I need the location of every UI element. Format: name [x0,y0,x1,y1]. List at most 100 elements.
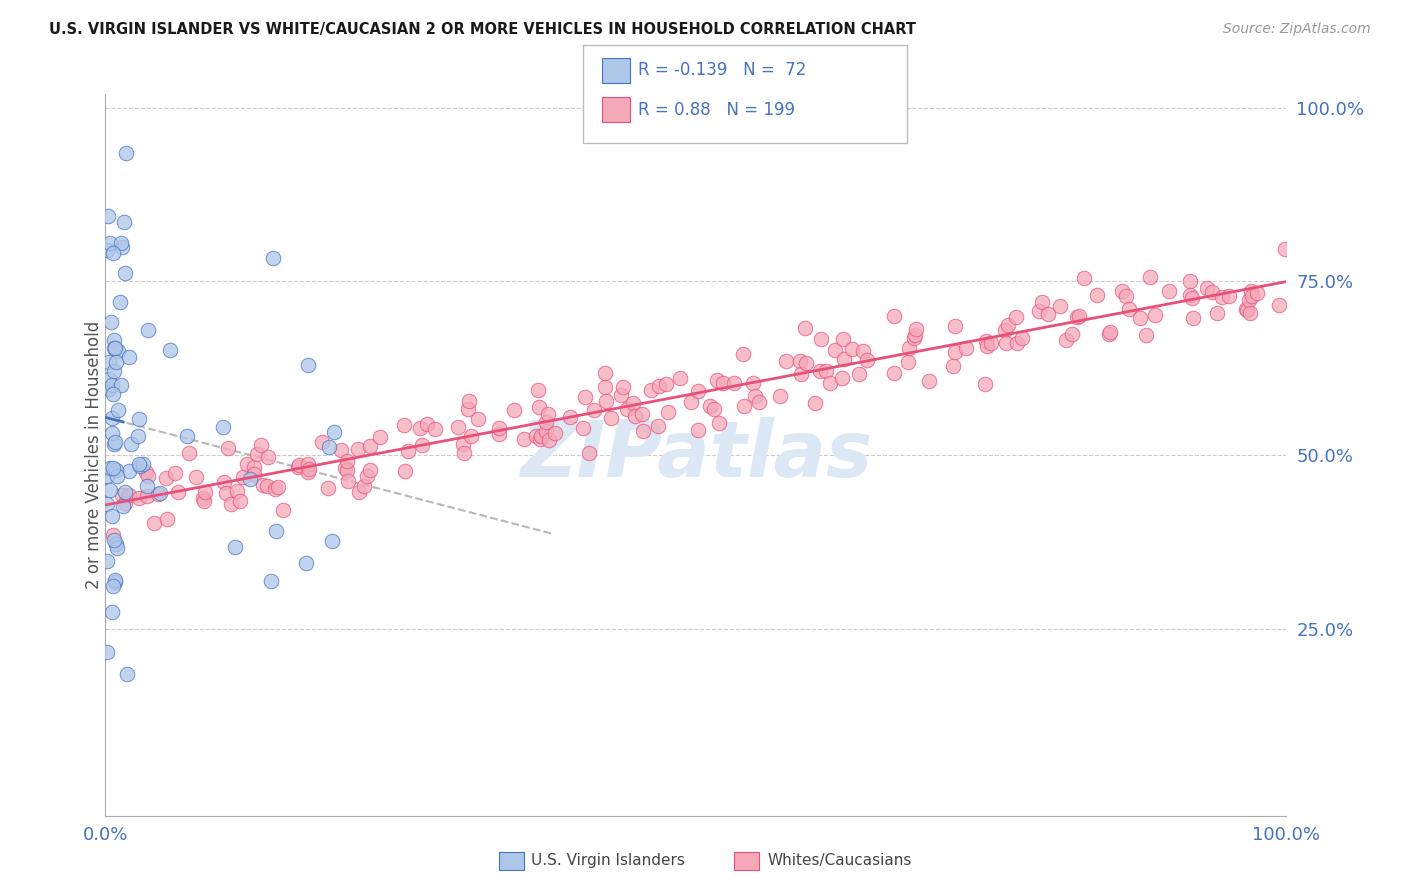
Point [1182,310,1205,325]
Point [537,407,560,421]
Point [616,401,638,416]
Point [396,443,419,458]
Point [574,390,596,404]
Point [394,464,416,478]
Point [1239,306,1261,320]
Point [101,425,124,440]
Point [621,396,644,410]
Point [165,467,187,481]
Point [1066,310,1088,324]
Point [347,442,370,456]
Point [711,376,734,390]
Point [1118,301,1140,316]
Point [257,450,280,464]
Point [544,426,567,441]
Point [855,353,877,368]
Point [1234,301,1257,316]
Point [631,424,654,438]
Point [159,343,181,357]
Point [447,420,470,434]
Point [814,364,837,378]
Point [824,343,846,357]
Point [733,399,755,413]
Point [112,499,135,513]
Point [128,412,150,426]
Point [832,332,855,346]
Point [96,645,118,659]
Point [98,235,121,250]
Point [194,485,217,500]
Point [1069,310,1091,324]
Point [318,481,340,495]
Point [148,485,170,500]
Point [775,353,797,368]
Point [103,333,125,347]
Point [297,458,319,472]
Point [337,474,360,488]
Point [1028,304,1050,318]
Point [1268,298,1291,312]
Point [703,401,725,416]
Point [111,487,134,501]
Point [392,417,415,432]
Point [997,318,1019,332]
Point [793,321,815,335]
Point [538,434,561,448]
Point [994,323,1017,337]
Point [311,435,333,450]
Point [297,359,319,373]
Point [1274,242,1296,256]
Point [97,355,120,369]
Point [107,344,129,359]
Point [252,478,274,492]
Point [467,412,489,426]
Point [246,447,269,461]
Point [723,376,745,390]
Point [225,483,247,498]
Point [1085,287,1108,301]
Point [322,425,344,439]
Point [100,377,122,392]
Point [104,434,127,449]
Point [1246,286,1268,301]
Point [193,494,215,508]
Point [1181,291,1204,305]
Point [1143,308,1166,322]
Point [904,328,927,343]
Point [1098,326,1121,341]
Point [744,389,766,403]
Point [224,540,246,554]
Point [980,336,1002,351]
Point [943,319,966,334]
Text: Whites/Caucasians: Whites/Caucasians [768,854,912,868]
Point [600,410,623,425]
Point [250,438,273,452]
Point [243,467,266,481]
Point [808,364,831,378]
Point [408,421,430,435]
Point [104,341,127,355]
Point [1060,326,1083,341]
Point [657,405,679,419]
Point [1005,310,1028,325]
Point [1038,307,1060,321]
Point [1115,289,1137,303]
Point [236,457,259,471]
Point [287,459,309,474]
Point [686,423,709,437]
Point [321,534,343,549]
Point [359,463,381,477]
Point [167,484,190,499]
Point [679,395,702,409]
Point [98,372,121,386]
Point [232,470,254,484]
Point [1007,336,1029,351]
Point [578,446,600,460]
Point [918,374,941,388]
Point [114,266,136,280]
Point [790,368,813,382]
Point [513,433,536,447]
Text: R = 0.88   N = 199: R = 0.88 N = 199 [638,101,796,119]
Point [115,667,138,681]
Point [219,497,242,511]
